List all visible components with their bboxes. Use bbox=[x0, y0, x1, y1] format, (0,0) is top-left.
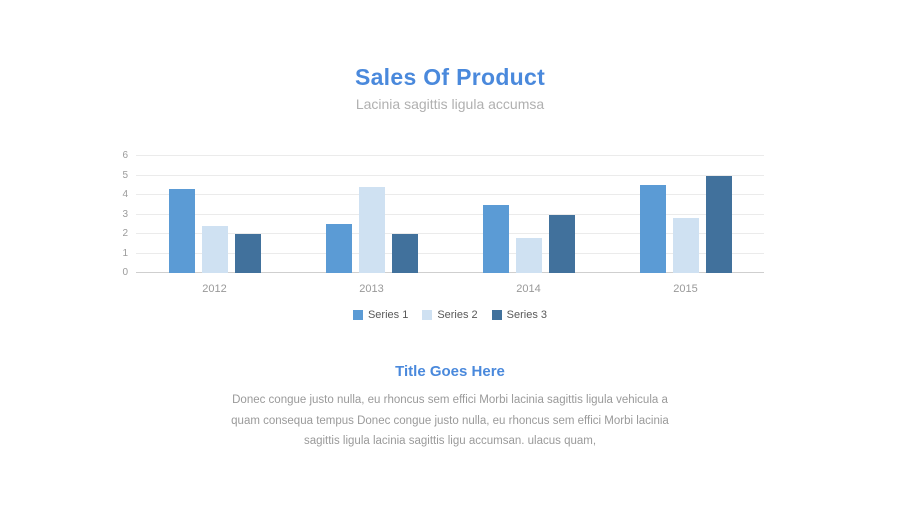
legend-label: Series 3 bbox=[506, 309, 548, 321]
bar-group-2015: 2015 bbox=[639, 156, 732, 295]
bar-chart: 6 5 4 3 2 1 0 2012 2013 2014 2015 Series 1 Series 2… bbox=[122, 151, 764, 321]
slide-header: Sales Of Product Lacinia sagittis ligula… bbox=[0, 0, 900, 112]
gridline-4 bbox=[136, 194, 764, 196]
bar-series-2-2012 bbox=[201, 226, 228, 273]
y-tick-label-6: 6 bbox=[122, 150, 128, 161]
bar-series-2-2014 bbox=[515, 237, 542, 273]
gridline-0 bbox=[136, 272, 764, 273]
bar-series-3-2015 bbox=[705, 175, 732, 273]
bar-series-3-2012 bbox=[234, 234, 261, 273]
y-tick-label-3: 3 bbox=[122, 208, 128, 220]
gridline-5 bbox=[136, 174, 764, 176]
x-tick-label-2013: 2013 bbox=[359, 283, 384, 295]
bar-series-1-2014 bbox=[482, 204, 509, 273]
page-title: Sales Of Product bbox=[354, 64, 546, 90]
bar-series-1-2013 bbox=[325, 224, 352, 273]
bar-series-2-2013 bbox=[358, 187, 385, 273]
bar-series-1-2015 bbox=[639, 185, 666, 273]
y-tick-label-0: 0 bbox=[122, 267, 128, 278]
gridline-3 bbox=[136, 213, 764, 215]
bar-series-2-2015 bbox=[672, 218, 699, 273]
legend-item-series-1: Series 1 bbox=[352, 309, 409, 321]
bar-series-3-2014 bbox=[548, 214, 575, 273]
y-tick-label-1: 1 bbox=[122, 247, 128, 259]
legend-swatch-icon bbox=[491, 310, 502, 320]
gridline-1 bbox=[136, 252, 764, 254]
page-subtitle: Lacinia sagittis ligula accumsa bbox=[355, 96, 545, 112]
bar-series-3-2013 bbox=[391, 234, 418, 273]
x-tick-label-2014: 2014 bbox=[516, 283, 541, 295]
bar-group-2013: 2013 bbox=[325, 156, 418, 295]
y-tick-label-5: 5 bbox=[122, 169, 128, 181]
gridline-6 bbox=[136, 155, 764, 156]
x-tick-label-2015: 2015 bbox=[673, 283, 698, 295]
x-tick-label-2012: 2012 bbox=[202, 283, 227, 295]
chart-legend: Series 1 Series 2 Series 3 bbox=[136, 309, 764, 321]
body-paragraph: Donec congue justo nulla, eu rhoncus sem… bbox=[231, 394, 669, 448]
y-tick-label-4: 4 bbox=[122, 189, 128, 201]
bar-series-1-2012 bbox=[168, 189, 195, 273]
legend-swatch-icon bbox=[422, 310, 433, 320]
chart-plot-area: 6 5 4 3 2 1 0 2012 2013 2014 2015 bbox=[122, 151, 764, 295]
y-tick-label-2: 2 bbox=[122, 228, 128, 240]
bar-group-2012: 2012 bbox=[168, 156, 261, 295]
legend-swatch-icon bbox=[352, 310, 363, 320]
legend-label: Series 2 bbox=[437, 309, 478, 321]
bar-group-2014: 2014 bbox=[482, 156, 575, 295]
gridline-2 bbox=[136, 233, 764, 235]
bar-groups: 2012 2013 2014 2015 bbox=[136, 156, 764, 295]
legend-item-series-3: Series 3 bbox=[491, 309, 548, 321]
text-section: Title Goes Here Donec congue justo nulla… bbox=[0, 363, 900, 452]
legend-item-series-2: Series 2 bbox=[422, 309, 478, 321]
section-title: Title Goes Here bbox=[395, 363, 505, 380]
legend-label: Series 1 bbox=[367, 309, 409, 321]
